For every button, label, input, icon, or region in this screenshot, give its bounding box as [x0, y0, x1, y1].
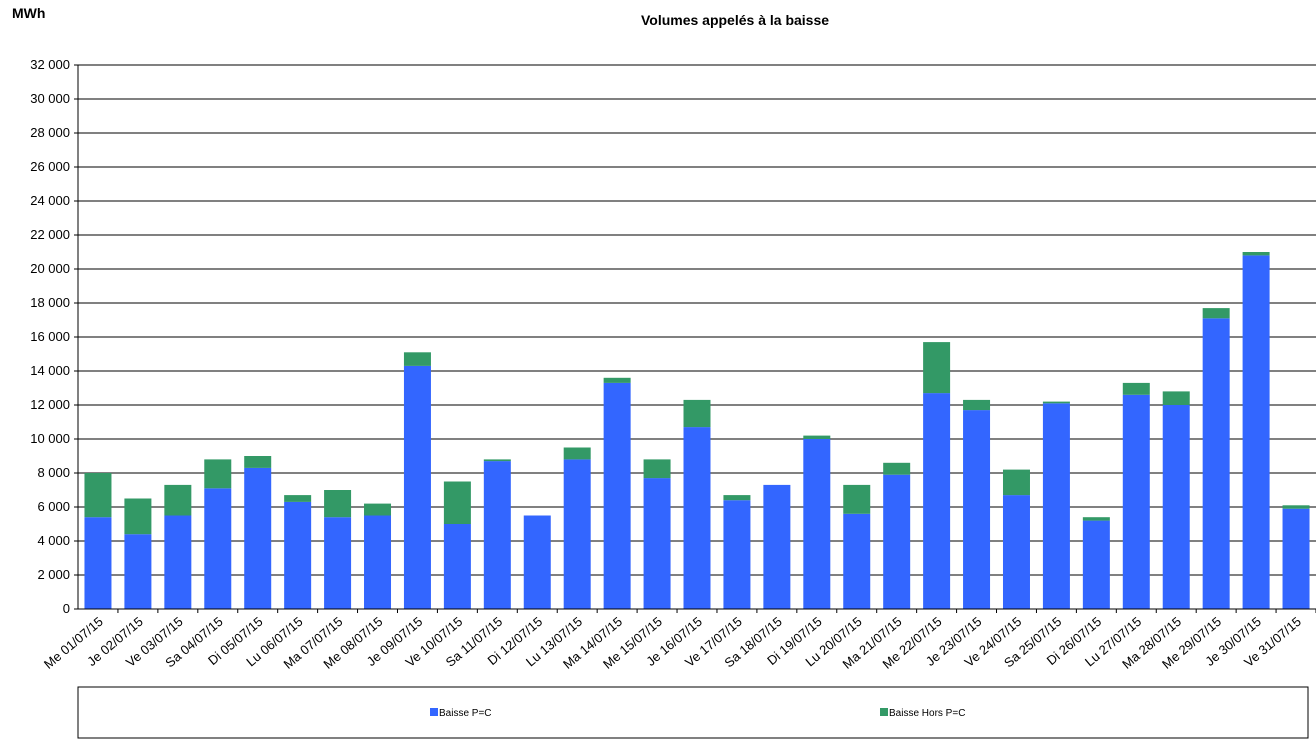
bar-segment — [324, 517, 352, 609]
y-tick-label: 18 000 — [30, 295, 70, 310]
bar-segment — [843, 484, 871, 514]
bar-segment — [1162, 405, 1190, 609]
y-tick-label: 14 000 — [30, 363, 70, 378]
chart-title: Volumes appelés à la baisse — [641, 12, 829, 28]
bar-segment — [1242, 252, 1270, 256]
bar-segment — [244, 456, 272, 468]
bar-segment — [963, 399, 991, 411]
bar-segment — [403, 352, 431, 366]
y-tick-label: 28 000 — [30, 125, 70, 140]
y-tick-label: 26 000 — [30, 159, 70, 174]
y-axis-label: MWh — [12, 5, 45, 21]
bar-segment — [84, 473, 112, 518]
bar-segment — [643, 459, 671, 479]
bar-segment — [763, 484, 791, 609]
bar-segment — [1042, 403, 1070, 609]
bar-segment — [563, 459, 591, 609]
bar-segment — [1042, 401, 1070, 404]
bar-segment — [364, 503, 392, 516]
bar-segment — [164, 484, 192, 516]
y-tick-label: 20 000 — [30, 261, 70, 276]
legend-swatch — [880, 708, 888, 716]
bar-segment — [1002, 469, 1030, 496]
y-tick-label: 32 000 — [30, 57, 70, 72]
y-tick-label: 16 000 — [30, 329, 70, 344]
bar-segment — [1282, 508, 1310, 609]
legend-swatch — [430, 708, 438, 716]
bar-segment — [324, 490, 352, 518]
bar-segment — [84, 517, 112, 609]
bar-segment — [1202, 318, 1230, 609]
bar-segment — [1242, 255, 1270, 609]
bar-segment — [443, 481, 471, 524]
bar-segment — [723, 500, 751, 609]
y-tick-label: 30 000 — [30, 91, 70, 106]
legend-box — [77, 686, 1309, 739]
y-tick-label: 2 000 — [37, 567, 70, 582]
bar-segment — [483, 461, 511, 609]
y-tick-label: 4 000 — [37, 533, 70, 548]
bar-segment — [683, 427, 711, 609]
legend-label: Baisse Hors P=C — [889, 708, 965, 719]
bar-segment — [643, 478, 671, 609]
bar-segment — [883, 474, 911, 609]
bar-segment — [683, 399, 711, 428]
bar-segment — [403, 365, 431, 609]
legend-label: Baisse P=C — [439, 708, 492, 719]
bar-segment — [923, 342, 951, 394]
bar-segment — [124, 534, 152, 609]
bar-segment — [364, 515, 392, 609]
bar-segment — [1202, 308, 1230, 319]
bar-segment — [523, 515, 551, 609]
bar-segment — [1122, 394, 1150, 609]
bar-segment — [803, 435, 831, 439]
y-tick-label: 10 000 — [30, 431, 70, 446]
bar-segment — [204, 488, 232, 609]
bar-segment — [603, 382, 631, 609]
bar-segment — [284, 495, 312, 502]
bar-segment — [923, 393, 951, 609]
bar-segment — [284, 501, 312, 609]
y-tick-label: 12 000 — [30, 397, 70, 412]
bar-segment — [603, 377, 631, 383]
bar-segment — [1282, 505, 1310, 509]
bar-segment — [963, 410, 991, 609]
y-tick-label: 8 000 — [37, 465, 70, 480]
bar-segment — [1162, 391, 1190, 405]
bar-segment — [723, 495, 751, 501]
bar-segment — [204, 459, 232, 489]
bar-segment — [803, 439, 831, 609]
y-tick-label: 6 000 — [37, 499, 70, 514]
y-tick-label: 0 — [63, 601, 70, 616]
bar-segment — [244, 467, 272, 609]
bar-segment — [1082, 520, 1110, 609]
bar-segment — [483, 459, 511, 462]
bar-segment — [563, 447, 591, 460]
y-tick-label: 22 000 — [30, 227, 70, 242]
bar-segment — [1002, 495, 1030, 609]
bar-segment — [883, 462, 911, 475]
bar-segment — [1082, 517, 1110, 521]
bar-segment — [164, 515, 192, 609]
bar-segment — [124, 498, 152, 535]
y-tick-label: 24 000 — [30, 193, 70, 208]
bar-segment — [443, 524, 471, 609]
bar-segment — [1122, 382, 1150, 395]
bar-segment — [843, 513, 871, 609]
